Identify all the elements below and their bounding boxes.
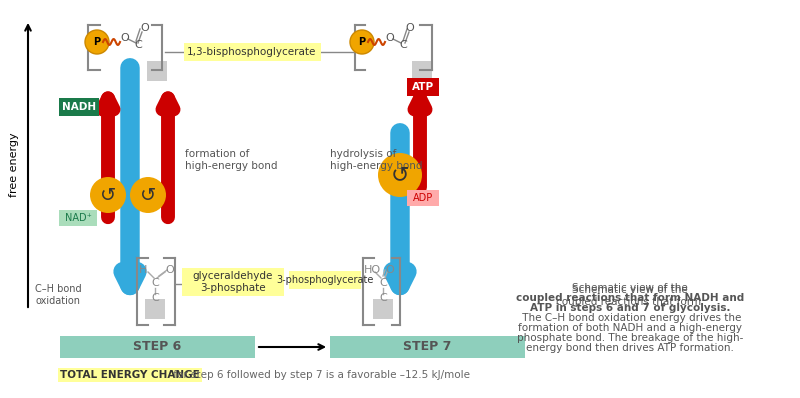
Text: C: C bbox=[134, 40, 142, 50]
Text: Schematic view of the: Schematic view of the bbox=[572, 283, 688, 293]
Text: P: P bbox=[94, 37, 101, 47]
Text: P: P bbox=[358, 37, 366, 47]
Text: H: H bbox=[139, 265, 147, 275]
FancyBboxPatch shape bbox=[147, 61, 167, 81]
Text: ↺: ↺ bbox=[390, 165, 410, 185]
FancyBboxPatch shape bbox=[407, 78, 439, 96]
Text: C: C bbox=[399, 40, 407, 50]
Text: NADH: NADH bbox=[62, 102, 96, 112]
Text: O: O bbox=[386, 265, 394, 275]
Text: C: C bbox=[379, 278, 387, 288]
Text: STEP 7: STEP 7 bbox=[403, 341, 451, 353]
Circle shape bbox=[85, 30, 109, 54]
Text: HO: HO bbox=[363, 265, 381, 275]
Circle shape bbox=[350, 30, 374, 54]
Text: glyceraldehyde
3-phosphate: glyceraldehyde 3-phosphate bbox=[193, 271, 273, 293]
Text: Schematic view of the
coupled reactions that form: Schematic view of the coupled reactions … bbox=[556, 285, 704, 306]
Text: energy bond then drives ATP formation.: energy bond then drives ATP formation. bbox=[526, 343, 734, 353]
Text: NAD⁺: NAD⁺ bbox=[65, 213, 91, 223]
Text: STEP 6: STEP 6 bbox=[133, 341, 181, 353]
Text: C: C bbox=[151, 293, 159, 303]
Text: formation of
high-energy bond: formation of high-energy bond bbox=[185, 149, 278, 171]
FancyBboxPatch shape bbox=[59, 98, 99, 116]
Circle shape bbox=[378, 153, 422, 197]
Text: O: O bbox=[166, 265, 174, 275]
Text: O: O bbox=[386, 33, 394, 43]
Text: ATP: ATP bbox=[412, 82, 434, 92]
Text: ADP: ADP bbox=[413, 193, 433, 203]
Text: free energy: free energy bbox=[9, 133, 19, 197]
FancyBboxPatch shape bbox=[182, 268, 284, 296]
FancyBboxPatch shape bbox=[184, 43, 321, 61]
Text: formation of both NADH and a high-energy: formation of both NADH and a high-energy bbox=[518, 323, 742, 333]
Text: C: C bbox=[151, 278, 159, 288]
Text: ATP in steps 6 and 7 of glycolysis.: ATP in steps 6 and 7 of glycolysis. bbox=[530, 303, 730, 313]
Text: C: C bbox=[379, 293, 387, 303]
Circle shape bbox=[90, 177, 126, 213]
FancyBboxPatch shape bbox=[407, 190, 439, 206]
Text: coupled reactions that form NADH and: coupled reactions that form NADH and bbox=[516, 293, 744, 303]
Circle shape bbox=[130, 177, 166, 213]
Text: 1,3-bisphosphoglycerate: 1,3-bisphosphoglycerate bbox=[187, 47, 317, 57]
Text: O: O bbox=[121, 33, 130, 43]
Text: 3-phosphoglycerate: 3-phosphoglycerate bbox=[276, 275, 374, 285]
Text: The C–H bond oxidation energy drives the: The C–H bond oxidation energy drives the bbox=[519, 313, 741, 323]
Text: ↺: ↺ bbox=[140, 185, 156, 205]
Text: C–H bond
oxidation: C–H bond oxidation bbox=[35, 284, 82, 306]
FancyBboxPatch shape bbox=[60, 336, 255, 358]
FancyBboxPatch shape bbox=[373, 299, 393, 319]
FancyBboxPatch shape bbox=[412, 61, 432, 81]
Text: TOTAL ENERGY CHANGE: TOTAL ENERGY CHANGE bbox=[60, 370, 200, 380]
FancyBboxPatch shape bbox=[289, 271, 361, 289]
Text: O: O bbox=[141, 23, 150, 33]
FancyBboxPatch shape bbox=[145, 299, 165, 319]
Text: phosphate bond. The breakage of the high-: phosphate bond. The breakage of the high… bbox=[517, 333, 743, 343]
Text: for step 6 followed by step 7 is a favorable –12.5 kJ/mole: for step 6 followed by step 7 is a favor… bbox=[170, 370, 470, 380]
FancyBboxPatch shape bbox=[59, 210, 97, 226]
Text: hydrolysis of
high-energy bond: hydrolysis of high-energy bond bbox=[330, 149, 422, 171]
Text: O: O bbox=[406, 23, 414, 33]
Text: ↺: ↺ bbox=[100, 185, 116, 205]
FancyBboxPatch shape bbox=[330, 336, 525, 358]
